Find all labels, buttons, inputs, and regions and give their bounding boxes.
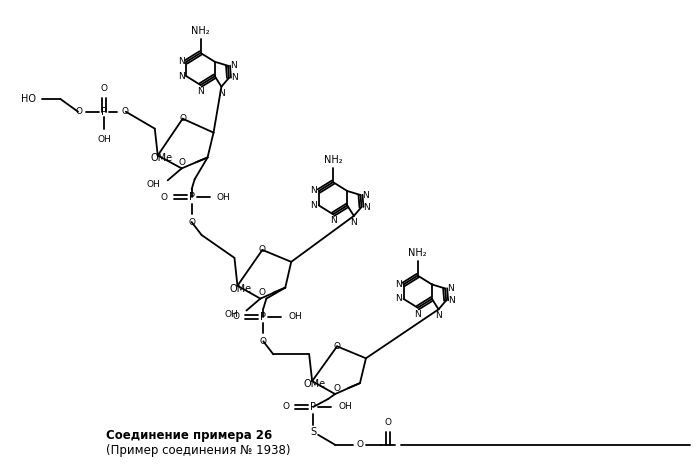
Text: N: N <box>447 284 454 293</box>
Text: N: N <box>218 89 225 98</box>
Text: OMe: OMe <box>150 154 173 164</box>
Text: P: P <box>260 312 266 321</box>
Text: NH₂: NH₂ <box>408 249 427 259</box>
Text: O: O <box>161 193 168 202</box>
Text: O: O <box>333 342 340 351</box>
Text: S: S <box>310 427 316 437</box>
Text: O: O <box>282 402 289 411</box>
Text: O: O <box>179 114 186 123</box>
Text: O: O <box>122 107 129 116</box>
Text: OH: OH <box>217 193 230 202</box>
Text: OH: OH <box>338 402 352 411</box>
Text: OH: OH <box>224 310 238 319</box>
Text: N: N <box>310 201 317 210</box>
Text: (Пример соединения № 1938): (Пример соединения № 1938) <box>106 444 291 457</box>
Text: O: O <box>260 337 267 346</box>
Text: N: N <box>350 218 357 227</box>
Text: N: N <box>448 296 455 305</box>
Text: Соединение примера 26: Соединение примера 26 <box>106 429 272 442</box>
Text: N: N <box>230 61 237 70</box>
Text: OH: OH <box>288 312 302 321</box>
Text: OMe: OMe <box>304 379 326 389</box>
Text: O: O <box>384 418 391 427</box>
Text: O: O <box>259 245 266 254</box>
Text: OH: OH <box>97 134 111 144</box>
Text: O: O <box>333 384 340 392</box>
Text: O: O <box>356 440 363 449</box>
Text: N: N <box>197 87 204 96</box>
Text: P: P <box>310 402 316 412</box>
Text: N: N <box>178 57 185 66</box>
Text: O: O <box>75 107 82 116</box>
Text: N: N <box>415 310 421 319</box>
Text: O: O <box>233 312 240 321</box>
Text: O: O <box>188 218 195 227</box>
Text: OMe: OMe <box>229 284 252 294</box>
Text: HO: HO <box>21 94 36 104</box>
Text: O: O <box>259 288 266 297</box>
Text: OH: OH <box>146 180 160 189</box>
Text: N: N <box>330 216 336 225</box>
Text: N: N <box>231 73 238 82</box>
Text: N: N <box>363 190 369 199</box>
Text: N: N <box>395 280 401 289</box>
Text: P: P <box>101 107 107 117</box>
Text: P: P <box>189 192 194 202</box>
Text: NH₂: NH₂ <box>324 155 343 165</box>
Text: N: N <box>310 187 317 196</box>
Text: N: N <box>395 294 401 304</box>
Text: N: N <box>178 72 185 81</box>
Text: N: N <box>363 203 370 212</box>
Text: NH₂: NH₂ <box>192 26 210 36</box>
Text: O: O <box>179 158 186 167</box>
Text: N: N <box>435 311 442 321</box>
Text: O: O <box>101 84 108 93</box>
